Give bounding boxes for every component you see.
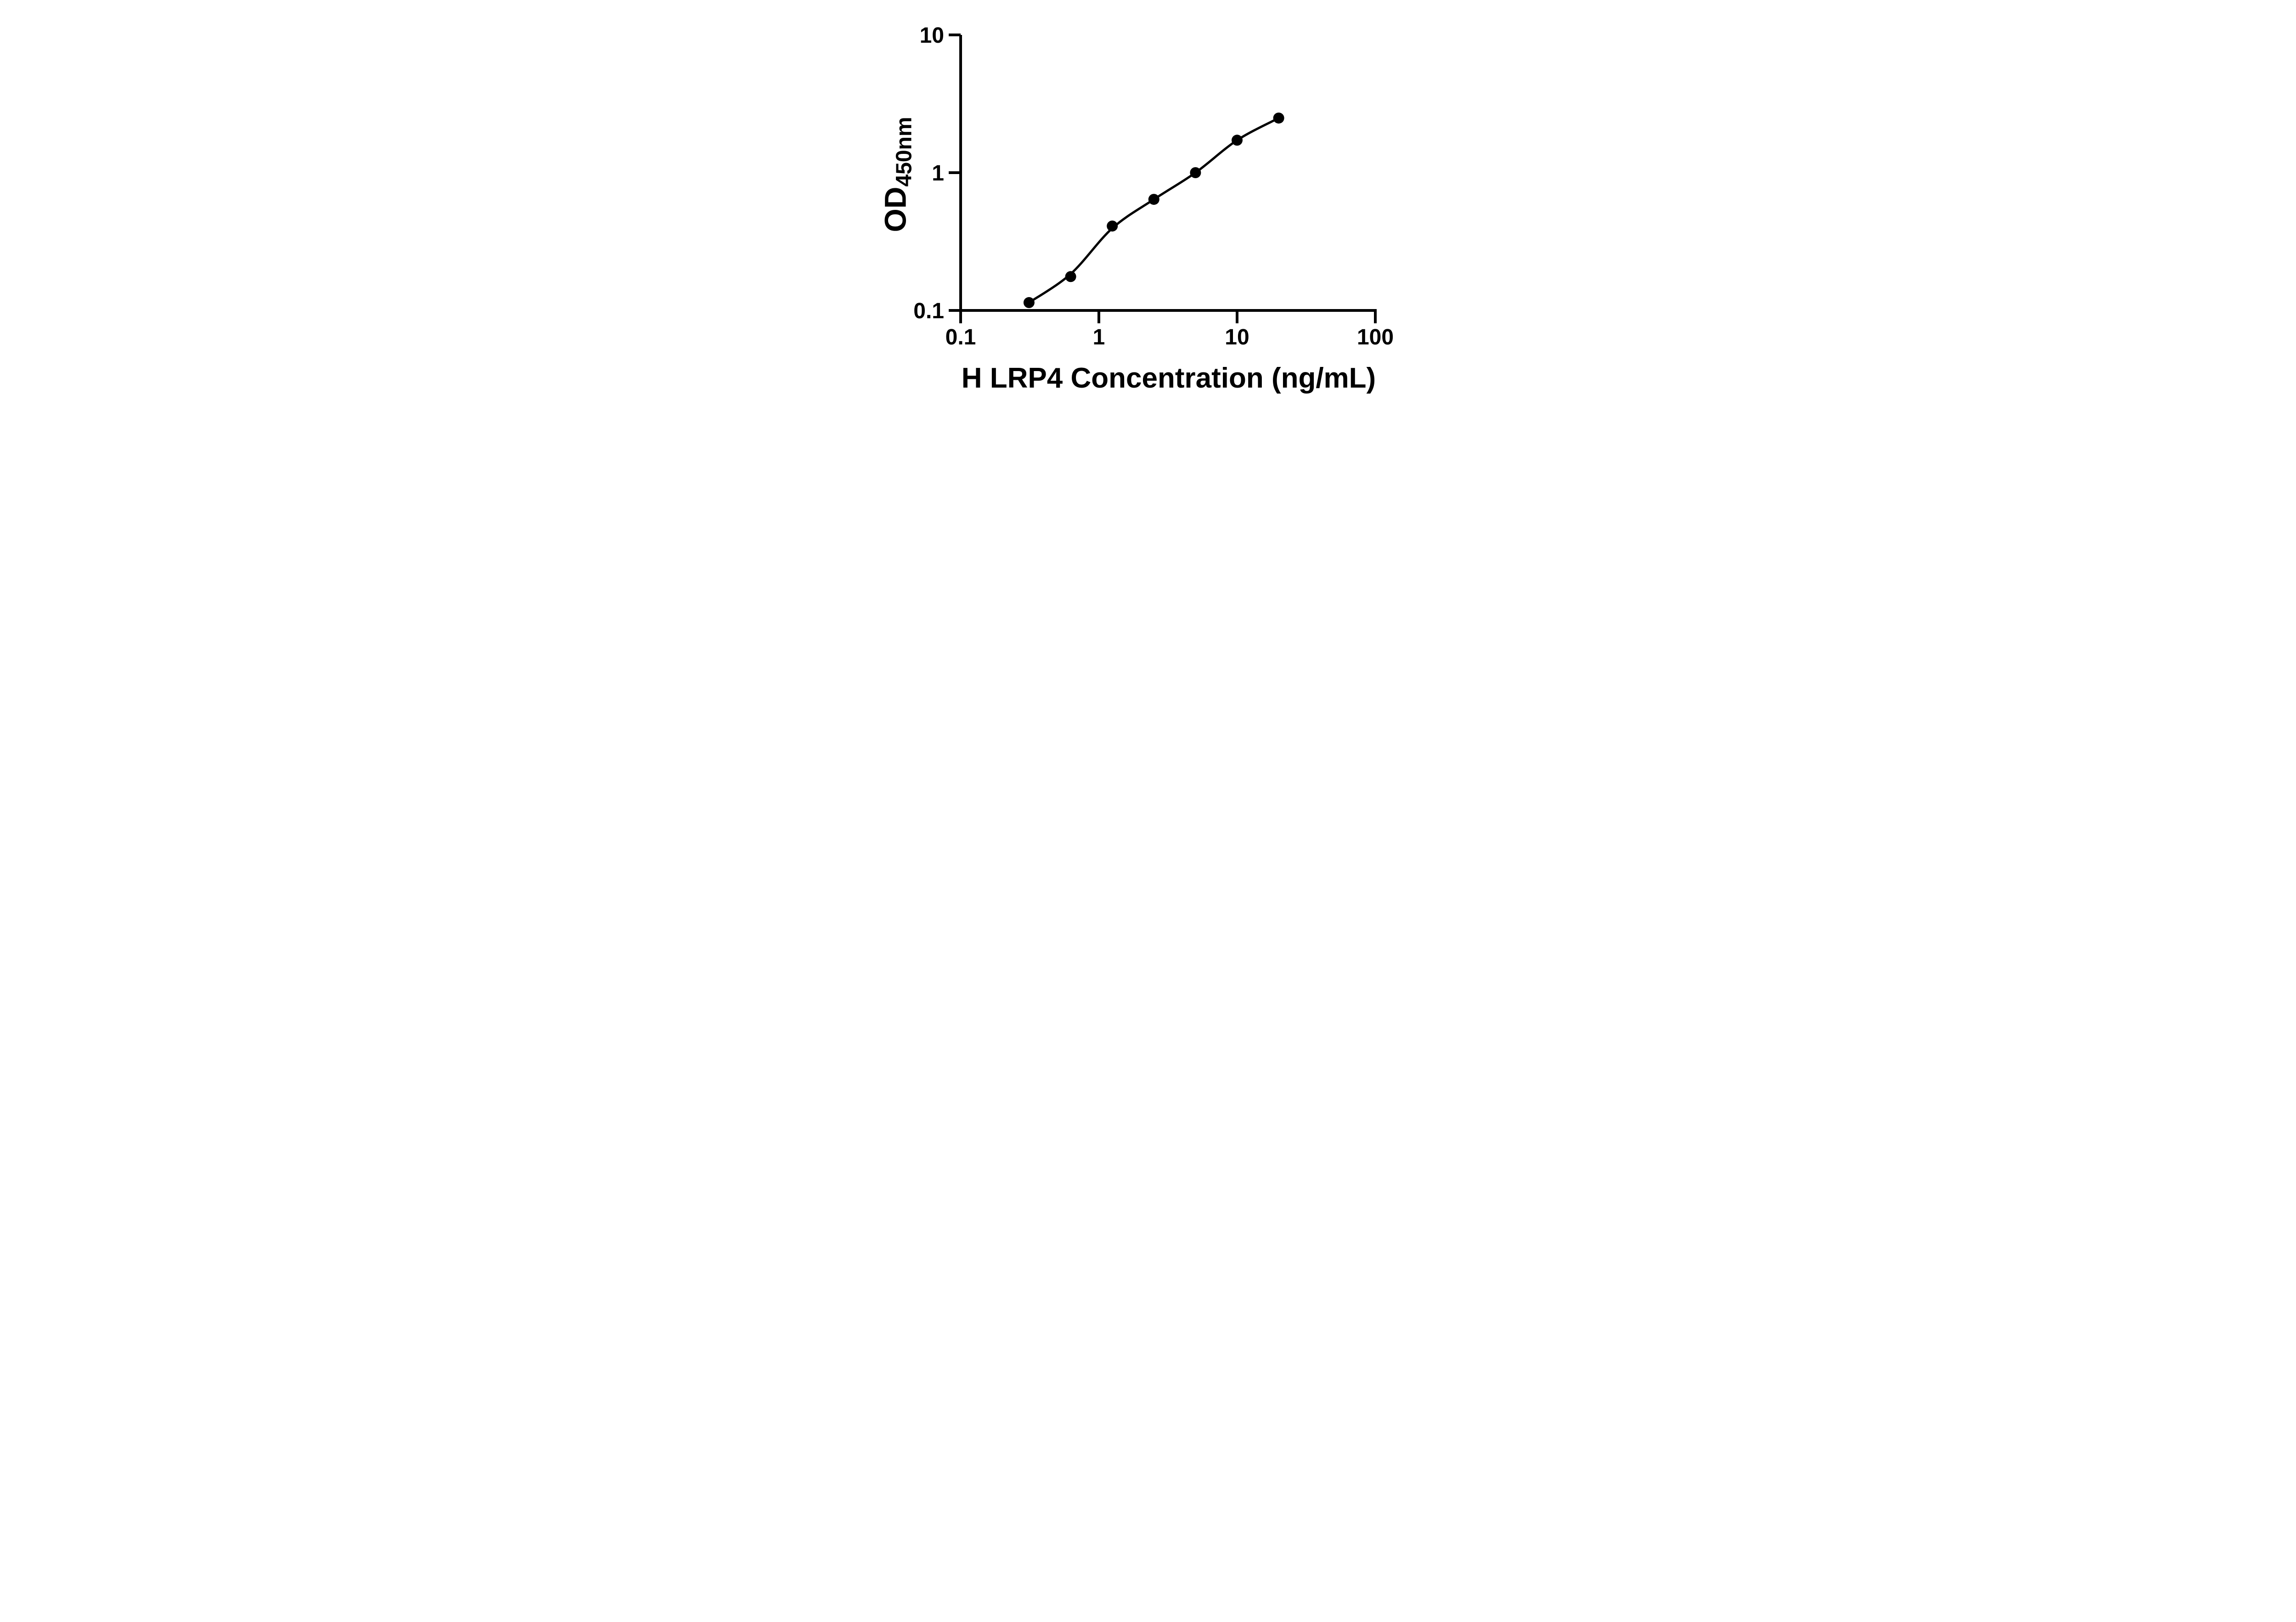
x-tick-label-100: 100 bbox=[1357, 325, 1394, 349]
x-axis-title: H LRP4 Concentration (ng/mL) bbox=[961, 362, 1376, 394]
x-tick-label-0.1: 0.1 bbox=[945, 325, 976, 349]
y-tick-label-10: 10 bbox=[920, 23, 944, 48]
y-axis-title-base: OD bbox=[878, 186, 912, 232]
y-tick-label-0.1: 0.1 bbox=[913, 299, 944, 323]
data-point-x-2.5 bbox=[1148, 194, 1159, 205]
data-point-x-1.25 bbox=[1107, 220, 1118, 232]
data-point-x-0.3125 bbox=[1023, 297, 1035, 308]
data-point-x-5 bbox=[1190, 167, 1201, 178]
x-tick-label-10: 10 bbox=[1225, 325, 1249, 349]
y-tick-label-1: 1 bbox=[932, 161, 944, 186]
data-point-x-10 bbox=[1232, 135, 1243, 146]
plot-area: 10 1 0.10.1 1 10 100 bbox=[913, 23, 1394, 349]
y-axis-title-subscript: 450nm bbox=[892, 117, 917, 187]
data-point-x-20 bbox=[1273, 113, 1284, 124]
y-axis-title: OD450nm bbox=[878, 117, 917, 232]
x-tick-label-1: 1 bbox=[1093, 325, 1105, 349]
data-point-x-0.625 bbox=[1065, 271, 1076, 282]
elisa-standard-curve-figure: 10 1 0.1 0.1 1 10 100 OD450nm H LRP4 Concentra… bbox=[858, 0, 1438, 406]
